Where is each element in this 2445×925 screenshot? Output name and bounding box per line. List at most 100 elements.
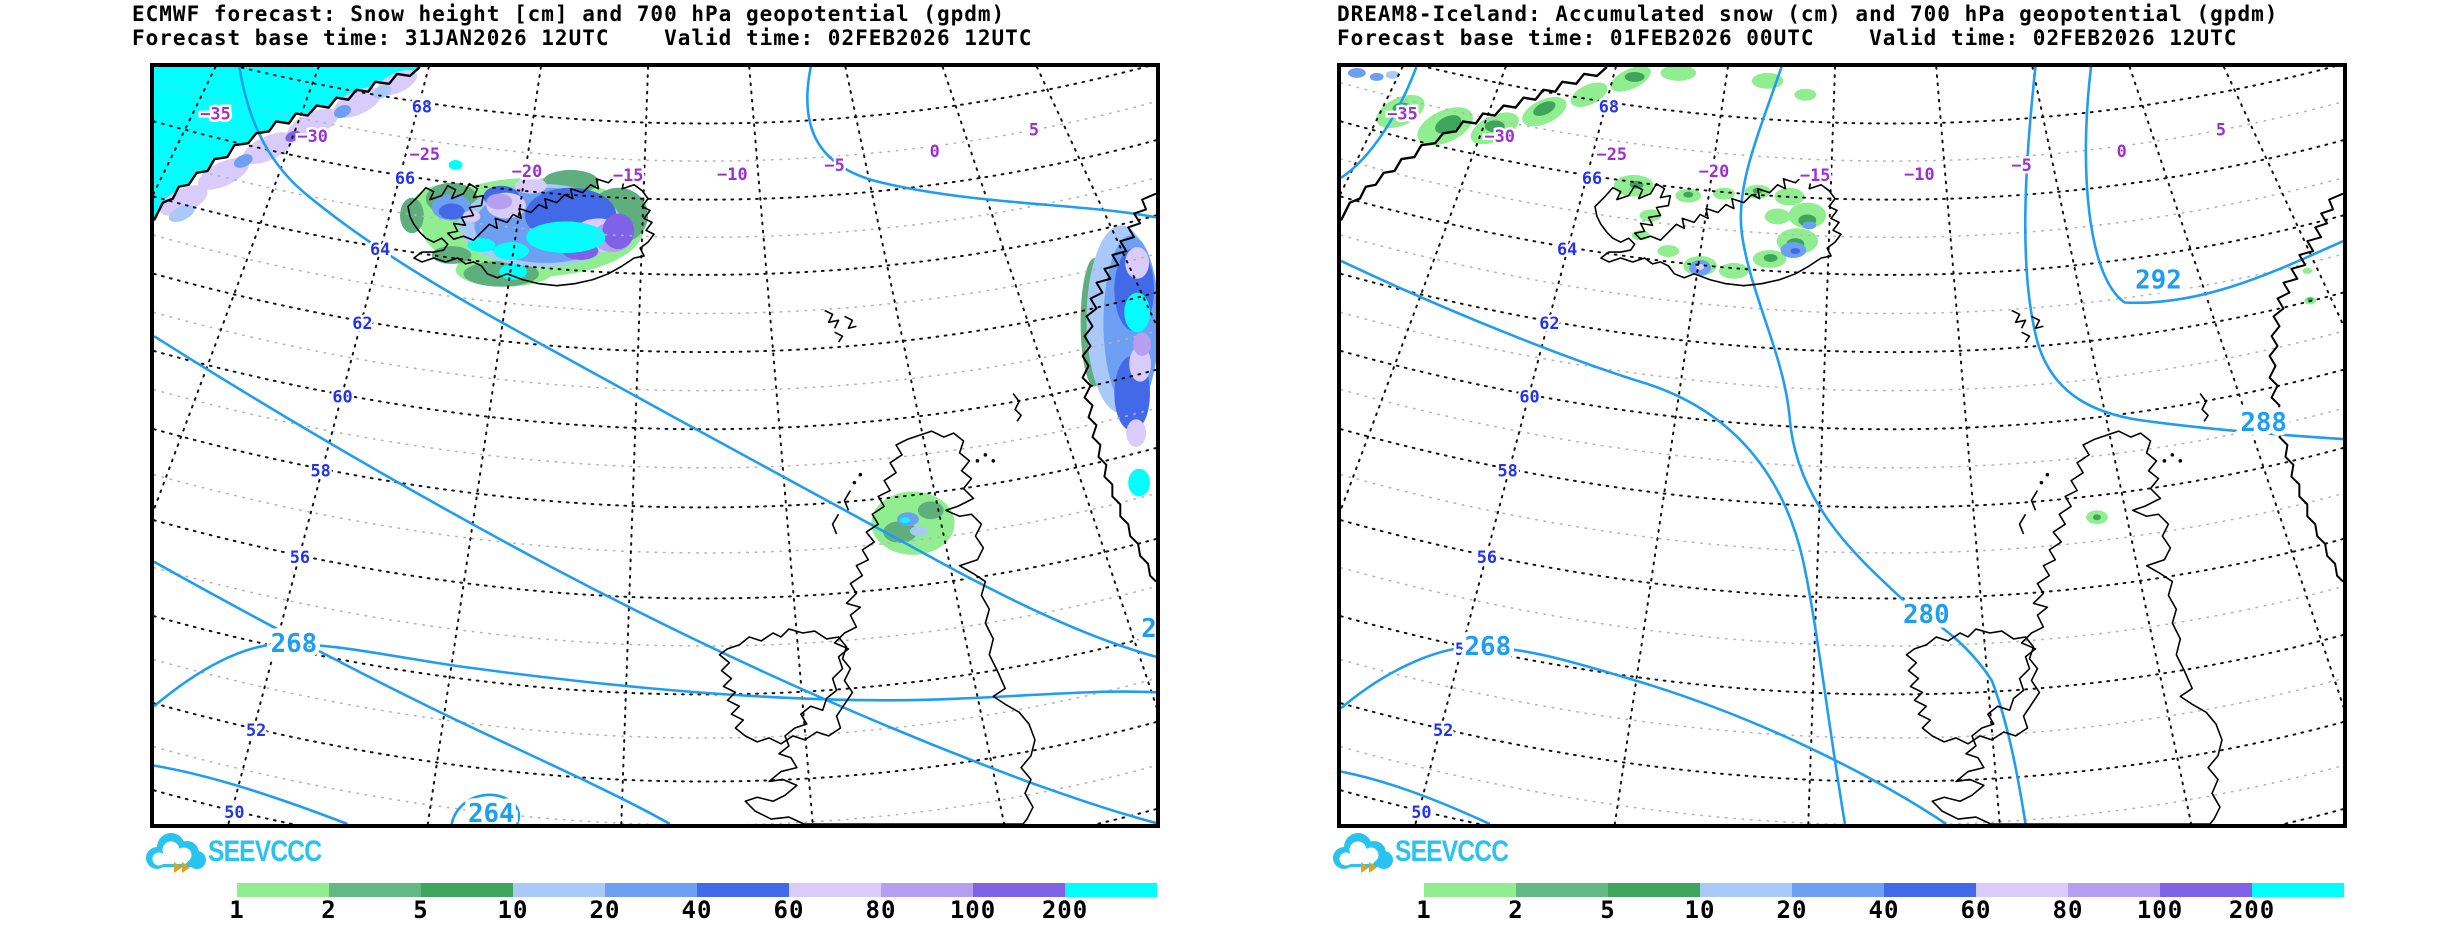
- lat-label: 56: [290, 547, 310, 567]
- colorbar-tick-label: 80: [2052, 896, 2084, 924]
- lon-label: −5: [824, 155, 844, 175]
- lon-label: −15: [1800, 165, 1830, 185]
- lat-label: 60: [1519, 386, 1539, 406]
- colorbar-tick-label: 20: [589, 896, 621, 924]
- lon-label: 0: [2117, 141, 2127, 161]
- colorbar-tick-label: 5: [413, 896, 429, 924]
- colorbar-segment: [1884, 883, 1976, 897]
- seevccc-cloud-icon: [146, 833, 206, 873]
- longitude-labels: −35 −30 −25 −20 −15 −10 −5 0 5: [198, 101, 1042, 187]
- lon-label: 0: [930, 141, 940, 161]
- lon-label: −30: [1485, 126, 1515, 146]
- colorbar-segment: [2160, 883, 2252, 897]
- colorbar-tick-label: 5: [1600, 896, 1616, 924]
- colorbar-tick-label: 60: [1960, 896, 1992, 924]
- colorbar-segment: [1792, 883, 1884, 897]
- logo-arrow-icon: [174, 862, 190, 873]
- geopotential-contour-label: 268: [271, 629, 318, 659]
- lat-label: 62: [1539, 313, 1559, 333]
- snow-shading: [154, 67, 1156, 555]
- geopotential-contour-label: 264: [468, 799, 515, 828]
- lon-label: −30: [298, 126, 328, 146]
- lat-label: 64: [370, 239, 390, 259]
- colorbar-segment: [697, 883, 789, 897]
- lat-label: 54: [1455, 639, 1475, 659]
- geopotential-contour-label: 280: [1903, 600, 1950, 630]
- lon-label: −20: [512, 161, 542, 181]
- colorbar-tick-label: 1: [229, 896, 245, 924]
- colorbar-segment: [1516, 883, 1608, 897]
- graticule: [1341, 67, 2343, 824]
- colorbar-tick-label: 2: [1508, 896, 1524, 924]
- snow-shading: [1347, 67, 2317, 525]
- lat-label: 60: [332, 386, 352, 406]
- ecmwf-forecast-panel: ECMWF forecast: Snow height [cm] and 700…: [132, 0, 1160, 925]
- colorbar-tick-label: 60: [773, 896, 805, 924]
- dream8-title-line1: DREAM8-Iceland: Accumulated snow (cm) an…: [1337, 2, 2279, 26]
- colorbar-tick-label: 100: [2136, 896, 2184, 924]
- graticule-minor: [1341, 82, 2343, 824]
- contour-value-labels: 268 264 2: [266, 610, 1156, 828]
- logo-arrow-icon: [1361, 862, 1377, 873]
- lon-label: −15: [613, 165, 643, 185]
- colorbar-segment: [1976, 883, 2068, 897]
- latitude-labels: 68 66 64 62 60 58 56 54 52 50: [1409, 94, 1622, 824]
- lon-label: −25: [1597, 144, 1627, 164]
- geopotential-contours: [154, 67, 1156, 824]
- lat-label: 64: [1557, 239, 1577, 259]
- colorbar-tick-label: 100: [949, 896, 997, 924]
- dream8-title-line2: Forecast base time: 01FEB2026 00UTC Vali…: [1337, 26, 2238, 50]
- lat-label: 52: [1433, 720, 1453, 740]
- contour-value-labels: 292 288 280 268: [1460, 261, 2291, 666]
- coastlines: [154, 67, 1156, 824]
- seevccc-cloud-icon: [1333, 833, 1393, 873]
- geopotential-contour-label: 288: [2240, 408, 2287, 438]
- lat-label: 68: [412, 97, 432, 117]
- ecmwf-title-line1: ECMWF forecast: Snow height [cm] and 700…: [132, 2, 1006, 26]
- colorbar-segment: [329, 883, 421, 897]
- colorbar-tick-label: 40: [1868, 896, 1900, 924]
- geopotential-contour-label: 292: [2135, 266, 2182, 296]
- lat-label: 66: [1582, 168, 1602, 188]
- colorbar-segment: [973, 883, 1065, 897]
- snow-scale-colorbar: 1 2 5 10 20 40 60 80 100 200: [229, 883, 1157, 924]
- colorbar-tick-label: 10: [1684, 896, 1716, 924]
- lon-label: −5: [2011, 155, 2031, 175]
- colorbar-segment: [421, 883, 513, 897]
- lon-label: 5: [1029, 119, 1039, 139]
- colorbar-tick-label: 200: [2228, 896, 2276, 924]
- snow-scale-colorbar: 1 2 5 10 20 40 60 80 100 200: [1416, 883, 2344, 924]
- colorbar-tick-label: 2: [321, 896, 337, 924]
- colorbar-segment: [2068, 883, 2160, 897]
- lon-label: −35: [200, 103, 230, 123]
- colorbar-tick-label: 80: [865, 896, 897, 924]
- colorbar-tick-label: 1: [1416, 896, 1432, 924]
- colorbar-segment: [605, 883, 697, 897]
- ecmwf-panel-titles: ECMWF forecast: Snow height [cm] and 700…: [132, 2, 1032, 50]
- colorbar-segment: [789, 883, 881, 897]
- latitude-labels: 68 66 64 62 60 58 56 54 52 50: [222, 94, 435, 824]
- lat-label: 54: [268, 639, 288, 659]
- lon-label: −20: [1699, 161, 1729, 181]
- colorbar-tick-label: 200: [1041, 896, 1089, 924]
- colorbar-segment: [2252, 883, 2344, 897]
- colorbar-segment: [1700, 883, 1792, 897]
- coastlines: [1341, 67, 2343, 824]
- geopotential-contours: [1341, 67, 2343, 824]
- dream8-panel-titles: DREAM8-Iceland: Accumulated snow (cm) an…: [1337, 2, 2278, 50]
- colorbar-tick-label: 10: [497, 896, 529, 924]
- lat-label: 56: [1477, 547, 1497, 567]
- lat-label: 66: [395, 168, 415, 188]
- lon-label: 5: [2216, 119, 2226, 139]
- colorbar-tick-label: 40: [681, 896, 713, 924]
- lat-label: 52: [246, 720, 266, 740]
- lat-label: 68: [1599, 97, 1619, 117]
- lat-label: 62: [352, 313, 372, 333]
- seevccc-logo: SEEVCCC: [1329, 830, 1533, 874]
- colorbar-segment: [881, 883, 973, 897]
- lat-label: 58: [311, 461, 331, 481]
- colorbar-segment: [513, 883, 605, 897]
- colorbar-segment: [1424, 883, 1516, 897]
